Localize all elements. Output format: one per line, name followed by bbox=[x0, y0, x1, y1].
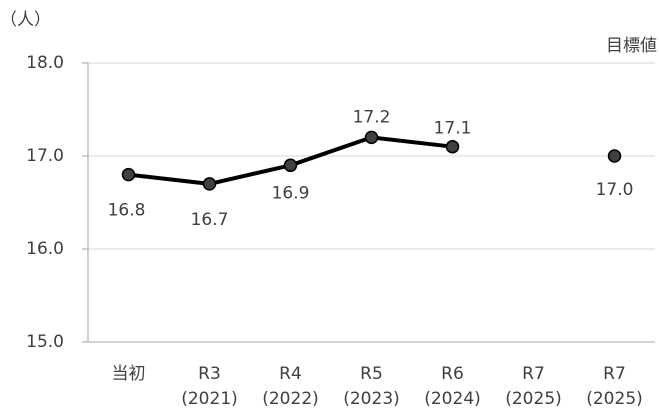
marker bbox=[202, 177, 217, 191]
marker bbox=[283, 158, 298, 173]
y-tick-label: 15.0 bbox=[26, 332, 64, 352]
y-tick-label: 16.0 bbox=[26, 239, 64, 259]
data-label: 16.9 bbox=[272, 183, 310, 203]
data-label: 17.2 bbox=[353, 107, 391, 127]
x-tick-label: R7 (2025) bbox=[505, 364, 562, 409]
marker bbox=[445, 139, 460, 154]
series-line bbox=[128, 135, 453, 186]
y-tick-label: 18.0 bbox=[26, 53, 64, 73]
data-label: 17.1 bbox=[434, 119, 472, 139]
marker bbox=[607, 149, 622, 163]
x-tick-label: 当初 bbox=[111, 364, 146, 384]
unit-label: （人） bbox=[0, 10, 51, 30]
marker bbox=[364, 130, 379, 145]
annotation: 目標値 bbox=[606, 36, 657, 56]
data-label: 16.8 bbox=[108, 201, 146, 221]
x-tick-label: R6 (2024) bbox=[424, 364, 481, 409]
data-label: 16.7 bbox=[191, 210, 229, 230]
data-label: 17.0 bbox=[596, 180, 634, 200]
x-tick-label: R3 (2021) bbox=[181, 364, 238, 409]
x-tick-label: R7 (2025) bbox=[586, 364, 643, 409]
marker bbox=[121, 167, 136, 182]
x-tick-label: R4 (2022) bbox=[262, 364, 319, 409]
y-tick-label: 17.0 bbox=[26, 146, 64, 166]
x-tick-label: R5 (2023) bbox=[343, 364, 400, 409]
